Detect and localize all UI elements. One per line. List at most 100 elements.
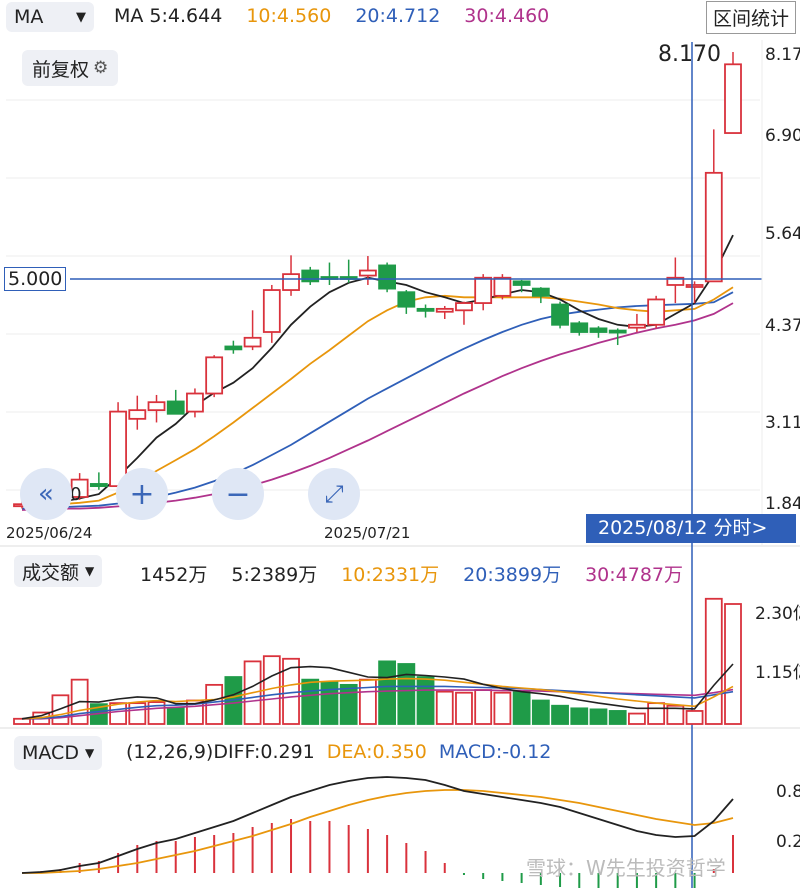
candle-body [205, 356, 224, 395]
candle-body [570, 322, 589, 333]
candle-body [243, 336, 262, 348]
candle-body [435, 307, 454, 313]
candle-body [608, 329, 627, 334]
candle-body [301, 269, 320, 283]
volume-values: 1452万 5:2389万 10:2331万 20:3899万 30:4787万 [140, 560, 683, 587]
gear-icon: ⚙ [93, 58, 109, 78]
minus-icon: − [225, 476, 251, 512]
adjust-button[interactable]: 前复权 ⚙ [22, 50, 119, 86]
chevron-down-icon: ▼ [85, 564, 95, 578]
watermark: 雪球：W先生投资哲学 [526, 856, 726, 880]
candle-body [474, 276, 493, 304]
expand-icon: ⤢ [324, 480, 344, 508]
candle-body [397, 291, 416, 308]
macd-tick-1: 0.2 [776, 832, 800, 852]
candle-body [147, 401, 166, 412]
volume-bar [166, 707, 185, 725]
ma30-value: 30:4.460 [464, 5, 550, 27]
candle-body [166, 400, 185, 415]
volume-bar [608, 710, 627, 725]
price-tick-3: 4.37 [765, 316, 800, 336]
volume-bar [531, 699, 550, 725]
indicator-select[interactable]: MA ▼ [6, 2, 94, 32]
interval-stat-button[interactable]: 区间统计 [706, 1, 797, 34]
candle-body [493, 276, 512, 297]
candle-body [551, 303, 569, 326]
candle-body [262, 289, 281, 333]
candle-body [685, 284, 704, 288]
volume-bar [704, 597, 723, 725]
macd-value: MACD:-0.12 [438, 741, 552, 763]
volume-bar [301, 678, 320, 725]
dea-line [22, 789, 734, 874]
macd-dea: DEA:0.350 [326, 741, 427, 763]
volume-bar [570, 707, 589, 725]
volume-ma5: 5:2389万 [231, 564, 318, 586]
candle-body [358, 269, 377, 277]
volume-bar [416, 676, 435, 725]
volume-select-label: 成交额 [22, 561, 80, 584]
candle-body [531, 287, 550, 297]
high-price-label: 8.170 [658, 42, 721, 67]
volume-current: 1452万 [140, 564, 208, 586]
candle-body [89, 483, 108, 488]
macd-select[interactable]: MACD ▼ [14, 736, 103, 770]
volume-bar [397, 663, 416, 725]
macd-select-label: MACD [22, 742, 79, 764]
volume-bar [551, 704, 569, 725]
adjust-button-label: 前复权 [32, 58, 90, 81]
volume-bar [378, 660, 397, 725]
macd-diff: (12,26,9)DIFF:0.291 [126, 741, 315, 763]
volume-ma30: 30:4787万 [585, 564, 684, 586]
volume-bar [339, 683, 358, 725]
price-tick-2: 5.64 [765, 224, 800, 244]
chevron-left-icon: « [38, 479, 54, 509]
volume-ma20: 20:3899万 [463, 564, 562, 586]
volume-tick-0: 2.30亿 [755, 604, 800, 624]
date-label-1: 2025/07/21 [324, 524, 411, 542]
candle-body [70, 478, 89, 498]
diff-line [21, 776, 734, 874]
price-tick-1: 6.90 [765, 126, 800, 146]
candle-body [704, 171, 723, 283]
candle-body [647, 298, 666, 326]
volume-bar [474, 689, 493, 725]
plus-icon: + [129, 476, 155, 512]
crosshair-price-label: 5.000 [4, 267, 67, 291]
price-tick-5: 1.84 [765, 494, 800, 514]
volume-ma10: 10:2331万 [341, 564, 440, 586]
macd-values: (12,26,9)DIFF:0.291 DEA:0.350 MACD:-0.12 [126, 741, 551, 763]
zoom-out-button[interactable]: − [212, 468, 264, 520]
price-tick-0: 8.17 [765, 45, 800, 65]
ma5-line [22, 234, 734, 506]
volume-bar [685, 710, 704, 725]
candle-body [128, 409, 147, 420]
candle-body [378, 264, 397, 290]
volume-bar [666, 704, 685, 725]
scroll-left-button[interactable]: « [20, 468, 72, 520]
fullscreen-button[interactable]: ⤢ [308, 468, 360, 520]
volume-ma20-line [21, 685, 734, 720]
zoom-in-button[interactable]: + [116, 468, 168, 520]
chevron-down-icon: ▼ [76, 9, 86, 25]
candle-body [416, 307, 435, 312]
volume-select[interactable]: 成交额 ▼ [14, 555, 103, 587]
volume-bar [589, 708, 608, 725]
volume-bar [358, 678, 377, 725]
crosshair-date-label[interactable]: 2025/08/12 分时> [586, 514, 796, 543]
volume-bar [109, 702, 127, 725]
candle-body [186, 392, 204, 413]
candle-body [455, 302, 473, 312]
volume-bar [435, 690, 454, 725]
ma-values: MA 5:4.644 10:4.560 20:4.712 30:4.460 [114, 5, 549, 27]
chevron-down-icon: ▼ [84, 746, 95, 760]
date-label-0: 2025/06/24 [6, 524, 93, 542]
candle-body [282, 273, 300, 291]
ma10-value: 10:4.560 [246, 5, 332, 27]
macd-tick-0: 0.8 [776, 782, 800, 802]
volume-bar [647, 702, 666, 725]
volume-bar [512, 690, 531, 725]
candle-body [512, 280, 531, 286]
candle-body [666, 276, 685, 286]
